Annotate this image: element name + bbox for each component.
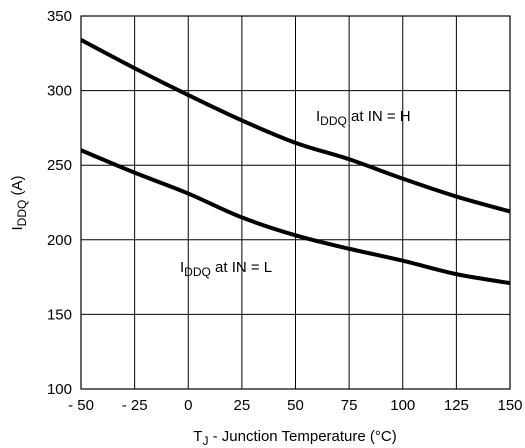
- x-tick-label: 75: [341, 397, 358, 414]
- series-label-high: IDDQ at IN = H: [316, 108, 411, 128]
- x-tick-label: 125: [444, 397, 469, 414]
- series-label-low: IDDQ at IN = L: [180, 259, 272, 279]
- x-tick-label: - 25: [122, 397, 148, 414]
- series: [80, 38, 511, 286]
- series-line-high: [80, 38, 511, 214]
- y-tick-label: 350: [47, 8, 72, 25]
- x-tick-label: 100: [390, 397, 415, 414]
- grid: [81, 16, 510, 389]
- y-tick-label: 100: [47, 381, 72, 398]
- plot-frame: [80, 15, 511, 390]
- y-tick-label: 300: [47, 83, 72, 100]
- x-tick-label: 50: [287, 397, 304, 414]
- series-line-low: [80, 148, 511, 286]
- x-tick-label: 150: [497, 397, 522, 414]
- x-tick-label: 25: [234, 397, 251, 414]
- y-tick-label: 250: [47, 157, 72, 174]
- y-tick-label: 200: [47, 232, 72, 249]
- x-tick-label: 0: [184, 397, 192, 414]
- ticks: - 50 - 25 0 25 50 75 100 125 150 100 150 200 250 300 3…: [47, 8, 523, 414]
- x-tick-label: - 50: [68, 397, 94, 414]
- y-tick-label: 150: [47, 306, 72, 323]
- x-axis-title: TJ - Junction Temperature (°C): [193, 428, 396, 448]
- y-axis-title: IDDQ (A): [9, 175, 29, 230]
